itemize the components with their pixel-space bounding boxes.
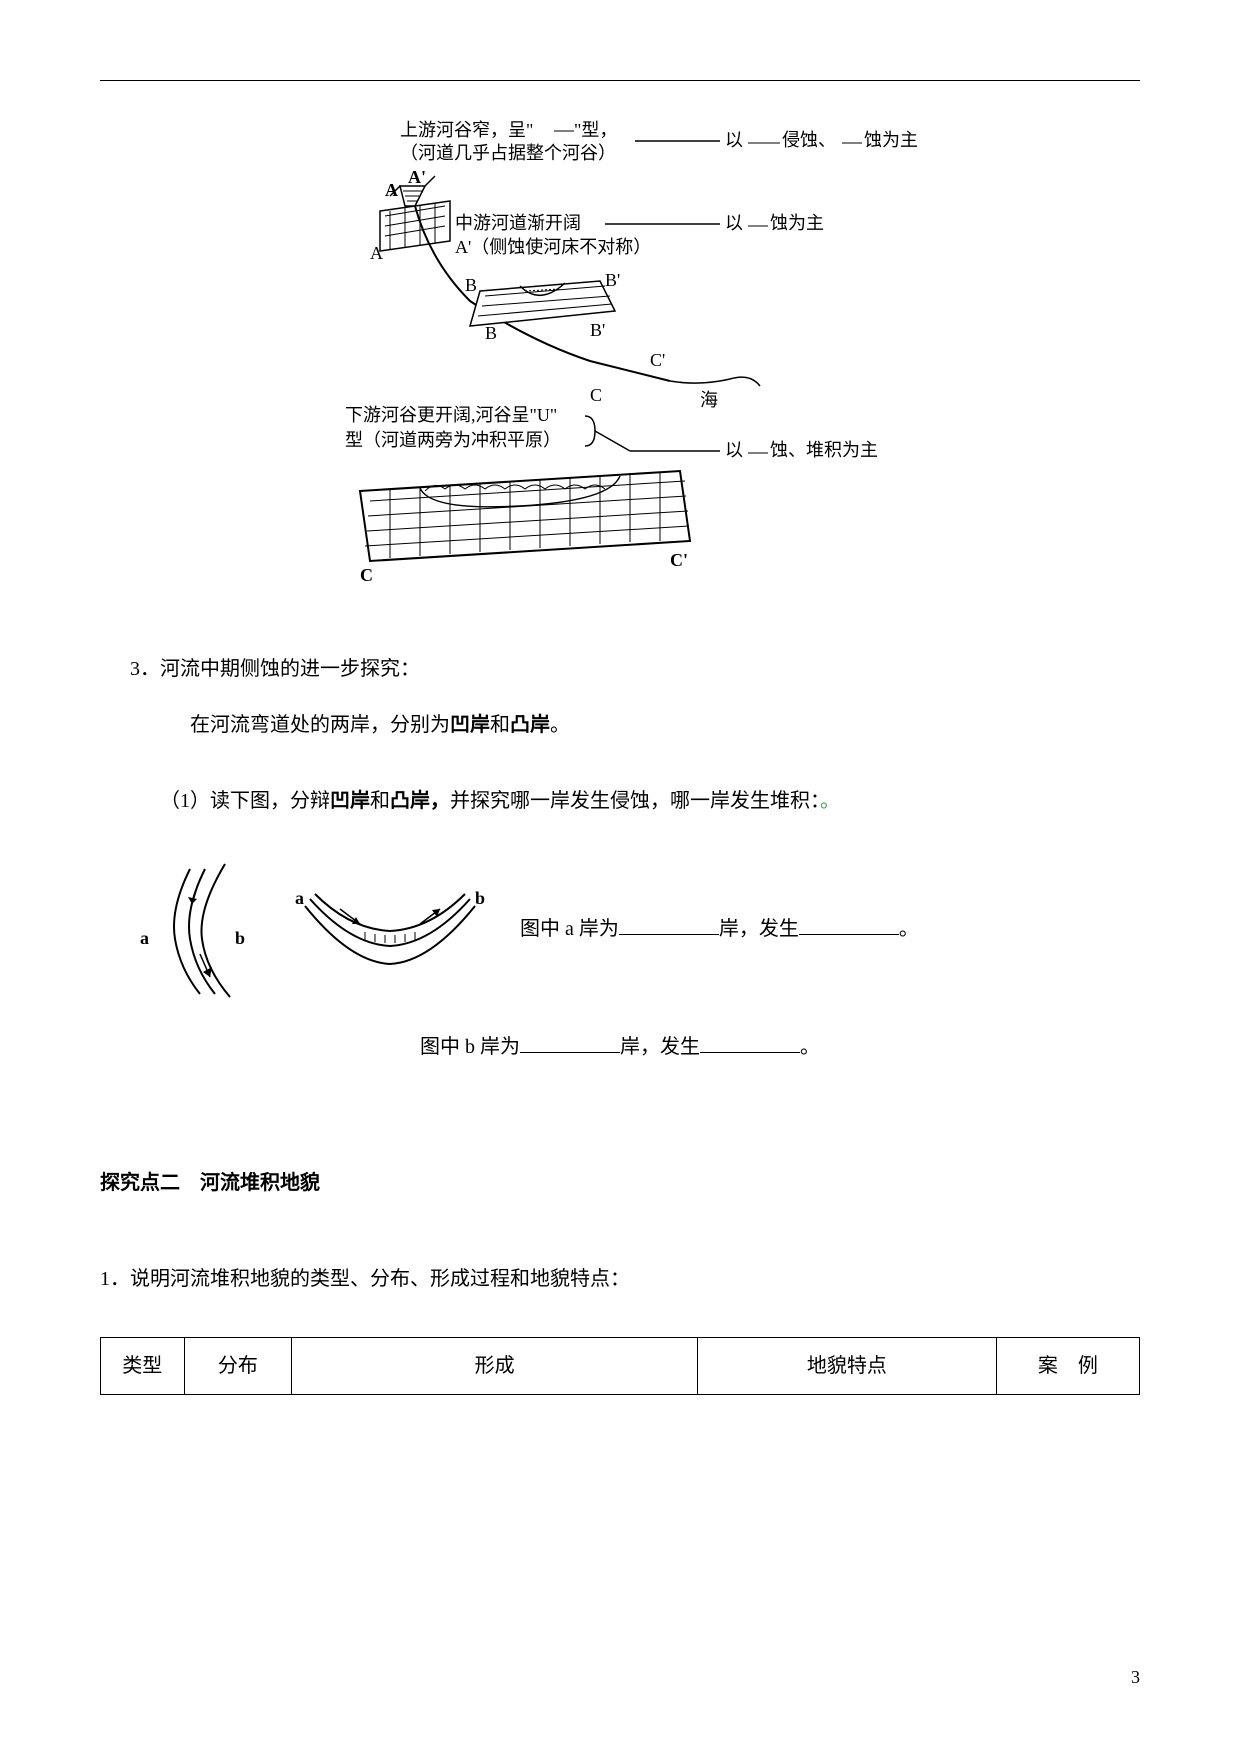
- upstream-text-3: （河道几乎占据整个河谷）: [400, 143, 616, 163]
- blank-b1[interactable]: [520, 1029, 620, 1053]
- river-valley-diagram: 上游河谷窄，呈" "型， （河道几乎占据整个河谷） 以 侵蚀、 蚀为主 A A': [270, 111, 970, 591]
- bend-diagram-1: a b: [130, 859, 260, 999]
- sea-label: 海: [700, 390, 718, 410]
- cross-section-c: [360, 471, 690, 561]
- q3-sub1: （1）读下图，分辩凹岸和凸岸，并探究哪一岸发生侵蚀，哪一岸发生堆积：。: [160, 783, 1140, 819]
- q3-line1: 在河流弯道处的两岸，分别为凹岸和凸岸。: [190, 707, 1140, 743]
- label-a2: A: [370, 243, 383, 263]
- down-right-2: 蚀、堆积为主: [770, 440, 878, 460]
- th-dist: 分布: [184, 1338, 291, 1395]
- bend1-a: a: [140, 928, 149, 948]
- deposition-table: 类型 分布 形成 地貌特点 案 例: [100, 1337, 1140, 1395]
- bend-diagram-row: a b a b: [130, 859, 1140, 999]
- label-c-bottom: C: [360, 565, 373, 585]
- q3-l1e: 。: [550, 714, 570, 736]
- bend1-b: b: [235, 928, 245, 948]
- q3-l1c: 和: [490, 714, 510, 736]
- fill-a1: 图中 a 岸为: [520, 918, 619, 940]
- label-b-prime-bot: B': [590, 320, 605, 340]
- upstream-right-2: 侵蚀、: [782, 130, 836, 150]
- fill-a2: 岸，发生: [719, 918, 799, 940]
- q3-s1b: 凹岸: [330, 790, 370, 812]
- label-a-prime: A': [408, 167, 426, 187]
- fill-b-row: 图中 b 岸为 岸，发生 。: [420, 1029, 1140, 1065]
- th-case: 案 例: [996, 1338, 1139, 1395]
- fill-a3: 。: [899, 918, 919, 940]
- section2-q1: 1．说明河流堆积地貌的类型、分布、形成过程和地貌特点：: [100, 1261, 1140, 1297]
- th-type: 类型: [101, 1338, 185, 1395]
- question-3: 3．河流中期侧蚀的进一步探究： 在河流弯道处的两岸，分别为凹岸和凸岸。 （1）读…: [130, 651, 1140, 1065]
- blank-a2[interactable]: [799, 911, 899, 935]
- fill-b1: 图中 b 岸为: [420, 1036, 520, 1058]
- bend-diagram-2: a b: [290, 874, 490, 984]
- q3-dot: 。: [820, 790, 840, 812]
- upstream-text-1: 上游河谷窄，呈": [400, 120, 533, 140]
- bend2-a: a: [295, 888, 304, 908]
- downstream-1: 下游河谷更开阔,河谷呈"U": [345, 405, 557, 425]
- river-diagram-svg: 上游河谷窄，呈" "型， （河道几乎占据整个河谷） 以 侵蚀、 蚀为主 A A': [270, 111, 970, 591]
- th-feat: 地貌特点: [698, 1338, 997, 1395]
- fill-b3: 。: [800, 1036, 820, 1058]
- label-c-prime-bottom: C': [670, 550, 688, 570]
- mid-right-2: 蚀为主: [770, 213, 824, 233]
- mid-right-1: 以: [725, 213, 743, 233]
- q3-s1c: 和: [370, 790, 390, 812]
- upstream-right-3: 蚀为主: [864, 130, 918, 150]
- label-b-top: B: [465, 275, 477, 295]
- label-c-prime: C': [650, 350, 665, 370]
- blank-a1[interactable]: [619, 911, 719, 935]
- section-2-title: 探究点二 河流堆积地貌: [100, 1165, 1140, 1201]
- th-form: 形成: [292, 1338, 698, 1395]
- downstream-2: 型（河道两旁为冲积平原）: [345, 430, 561, 450]
- page-number: 3: [1131, 1661, 1140, 1693]
- q3-l1a: 在河流弯道处的两岸，分别为: [190, 714, 450, 736]
- q3-s1d: 凸岸，: [390, 790, 450, 812]
- upstream-text-2: "型，: [574, 120, 617, 140]
- midstream-sub: A'（侧蚀使河床不对称）: [455, 237, 651, 257]
- label-b-bot: B: [485, 323, 497, 343]
- q3-l1d: 凸岸: [510, 714, 550, 736]
- q3-l1b: 凹岸: [450, 714, 490, 736]
- midstream-text: 中游河道渐开阔: [455, 213, 581, 233]
- label-c-top: C: [590, 385, 602, 405]
- table-header-row: 类型 分布 形成 地貌特点 案 例: [101, 1338, 1140, 1395]
- q3-s1a: （1）读下图，分辩: [160, 790, 330, 812]
- down-right-1: 以: [725, 440, 743, 460]
- label-b-prime-top: B': [605, 270, 620, 290]
- page-top-border: [100, 80, 1140, 81]
- fill-a-row: 图中 a 岸为 岸，发生 。: [520, 911, 919, 947]
- blank-b2[interactable]: [700, 1029, 800, 1053]
- q3-s1e: 并探究哪一岸发生侵蚀，哪一岸发生堆积：: [450, 790, 820, 812]
- fill-b2: 岸，发生: [620, 1036, 700, 1058]
- upstream-right-1: 以: [725, 130, 743, 150]
- q3-title: 3．河流中期侧蚀的进一步探究：: [130, 651, 1140, 687]
- bend2-b: b: [475, 888, 485, 908]
